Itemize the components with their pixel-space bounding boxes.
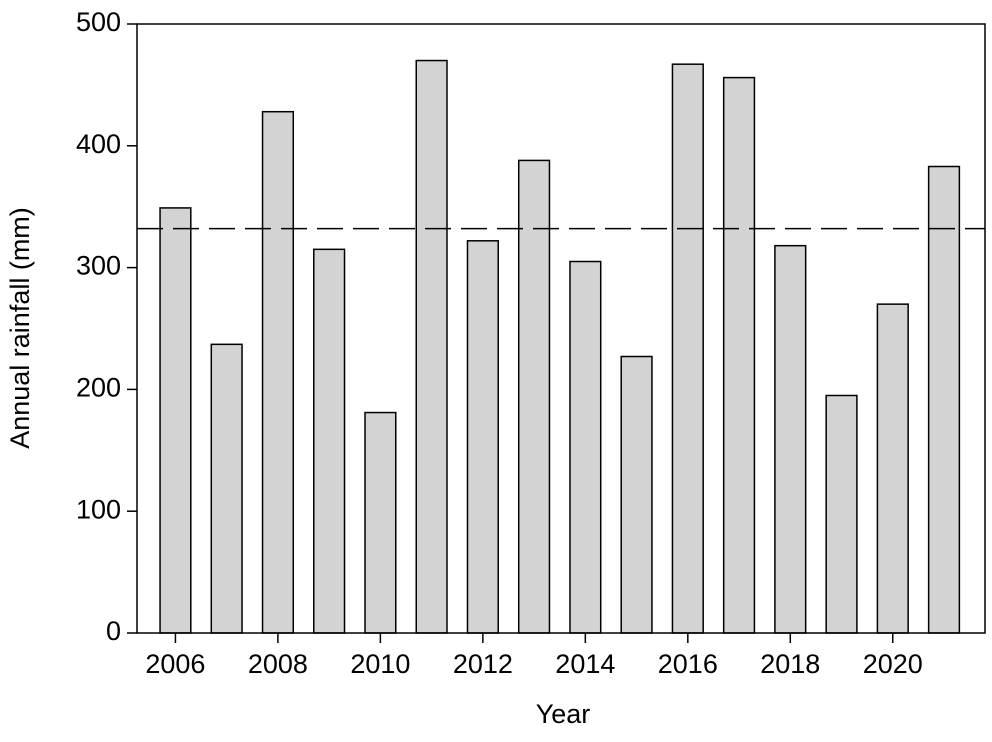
y-tick-label: 200: [76, 373, 121, 403]
bar: [620, 355, 653, 634]
x-tick-label: 2008: [248, 649, 308, 679]
x-tick-label: 2016: [658, 649, 718, 679]
bar: [722, 76, 756, 634]
x-axis-label: Year: [536, 699, 591, 729]
bar: [825, 394, 858, 634]
plot-frame: [136, 23, 986, 634]
bar: [569, 260, 602, 634]
y-tick-label: 0: [106, 616, 121, 646]
bar: [927, 165, 961, 634]
bar: [415, 59, 448, 634]
bar: [517, 159, 551, 634]
y-axis-label: Annual rainfall (mm): [5, 207, 35, 449]
y-tick-label: 400: [76, 129, 121, 159]
y-tick-label: 500: [76, 7, 121, 37]
x-tick-label: 2010: [350, 649, 410, 679]
bar: [876, 303, 909, 634]
x-tick-label: 2006: [145, 649, 205, 679]
bar: [313, 248, 346, 634]
bar: [210, 343, 243, 634]
x-tick-label: 2018: [760, 649, 820, 679]
bar: [774, 244, 807, 634]
x-tick-label: 2020: [863, 649, 923, 679]
bar: [671, 63, 704, 634]
bar: [159, 207, 192, 634]
bar: [261, 110, 295, 634]
y-tick-label: 300: [76, 251, 121, 281]
x-tick-label: 2012: [453, 649, 513, 679]
x-tick-label: 2014: [555, 649, 615, 679]
bar: [466, 240, 499, 634]
bar: [364, 411, 397, 634]
y-tick-label: 100: [76, 494, 121, 524]
